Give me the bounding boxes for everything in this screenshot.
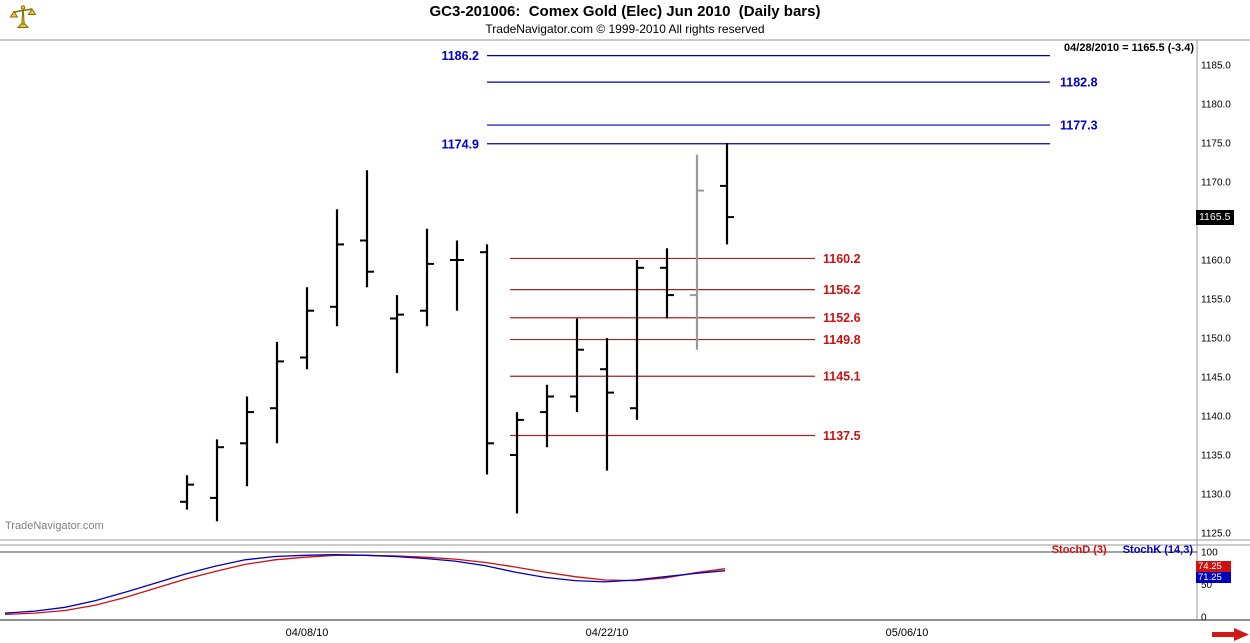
price-axis-tick: 1180.0 <box>1201 100 1231 111</box>
stoch-axis-tick: 0 <box>1201 613 1207 624</box>
stochk-line <box>4 553 726 614</box>
scales-logo-icon <box>8 3 38 33</box>
x-axis-label: 04/08/10 <box>286 627 329 639</box>
resistance-label: 1177.3 <box>1060 119 1098 133</box>
x-axis-label: 05/06/10 <box>886 627 929 639</box>
price-axis-tick: 1135.0 <box>1201 451 1231 462</box>
right-arrow-icon <box>1212 628 1249 641</box>
price-axis-tick: 1130.0 <box>1201 490 1231 501</box>
stochd-legend-label[interactable]: StochD (3) <box>1051 544 1107 556</box>
x-axis-label: 04/22/10 <box>586 627 629 639</box>
price-axis-tick: 1125.0 <box>1201 529 1231 540</box>
price-axis-tick: 1170.0 <box>1201 178 1231 189</box>
stochk-legend-label[interactable]: StochK (14,3) <box>1122 544 1193 556</box>
price-axis-tick: 1145.0 <box>1201 373 1231 384</box>
price-axis-tick: 1155.0 <box>1201 295 1231 306</box>
price-axis-tick: 1175.0 <box>1201 139 1231 150</box>
support-label: 1145.1 <box>823 370 861 384</box>
chart-title: GC3-201006: Comex Gold (Elec) Jun 2010 (… <box>429 3 821 20</box>
copyright-subtitle: TradeNavigator.com © 1999-2010 All right… <box>485 22 765 36</box>
watermark-label: TradeNavigator.com <box>5 520 104 532</box>
stochd-line <box>4 554 726 616</box>
stoch-axis-tick: 50 <box>1201 580 1213 591</box>
support-label: 1160.2 <box>823 252 861 266</box>
support-label: 1152.6 <box>823 311 861 325</box>
last-price-box: 1165.5 <box>1196 210 1234 225</box>
price-axis-tick: 1185.0 <box>1201 61 1231 72</box>
resistance-label: 1182.8 <box>1060 76 1098 90</box>
support-label: 1149.8 <box>823 333 861 347</box>
stoch-axis-tick: 100 <box>1201 548 1218 559</box>
support-label: 1137.5 <box>823 429 861 443</box>
price-axis-tick: 1140.0 <box>1201 412 1231 423</box>
resistance-label: 1174.9 <box>441 137 479 151</box>
stochk-value-box: 71.25 <box>1196 572 1231 583</box>
stochastic-legend: StochD (3) StochK (14,3) <box>1052 544 1193 556</box>
scroll-right-arrow-button[interactable] <box>1212 627 1250 642</box>
last-bar-info-label: 04/28/2010 = 1165.5 (-3.4) <box>1064 42 1194 54</box>
resistance-label: 1186.2 <box>441 49 479 63</box>
support-label: 1156.2 <box>823 283 861 297</box>
stochd-value-box: 74.25 <box>1196 561 1231 572</box>
price-axis-tick: 1160.0 <box>1201 256 1231 267</box>
price-axis-tick: 1150.0 <box>1201 334 1231 345</box>
